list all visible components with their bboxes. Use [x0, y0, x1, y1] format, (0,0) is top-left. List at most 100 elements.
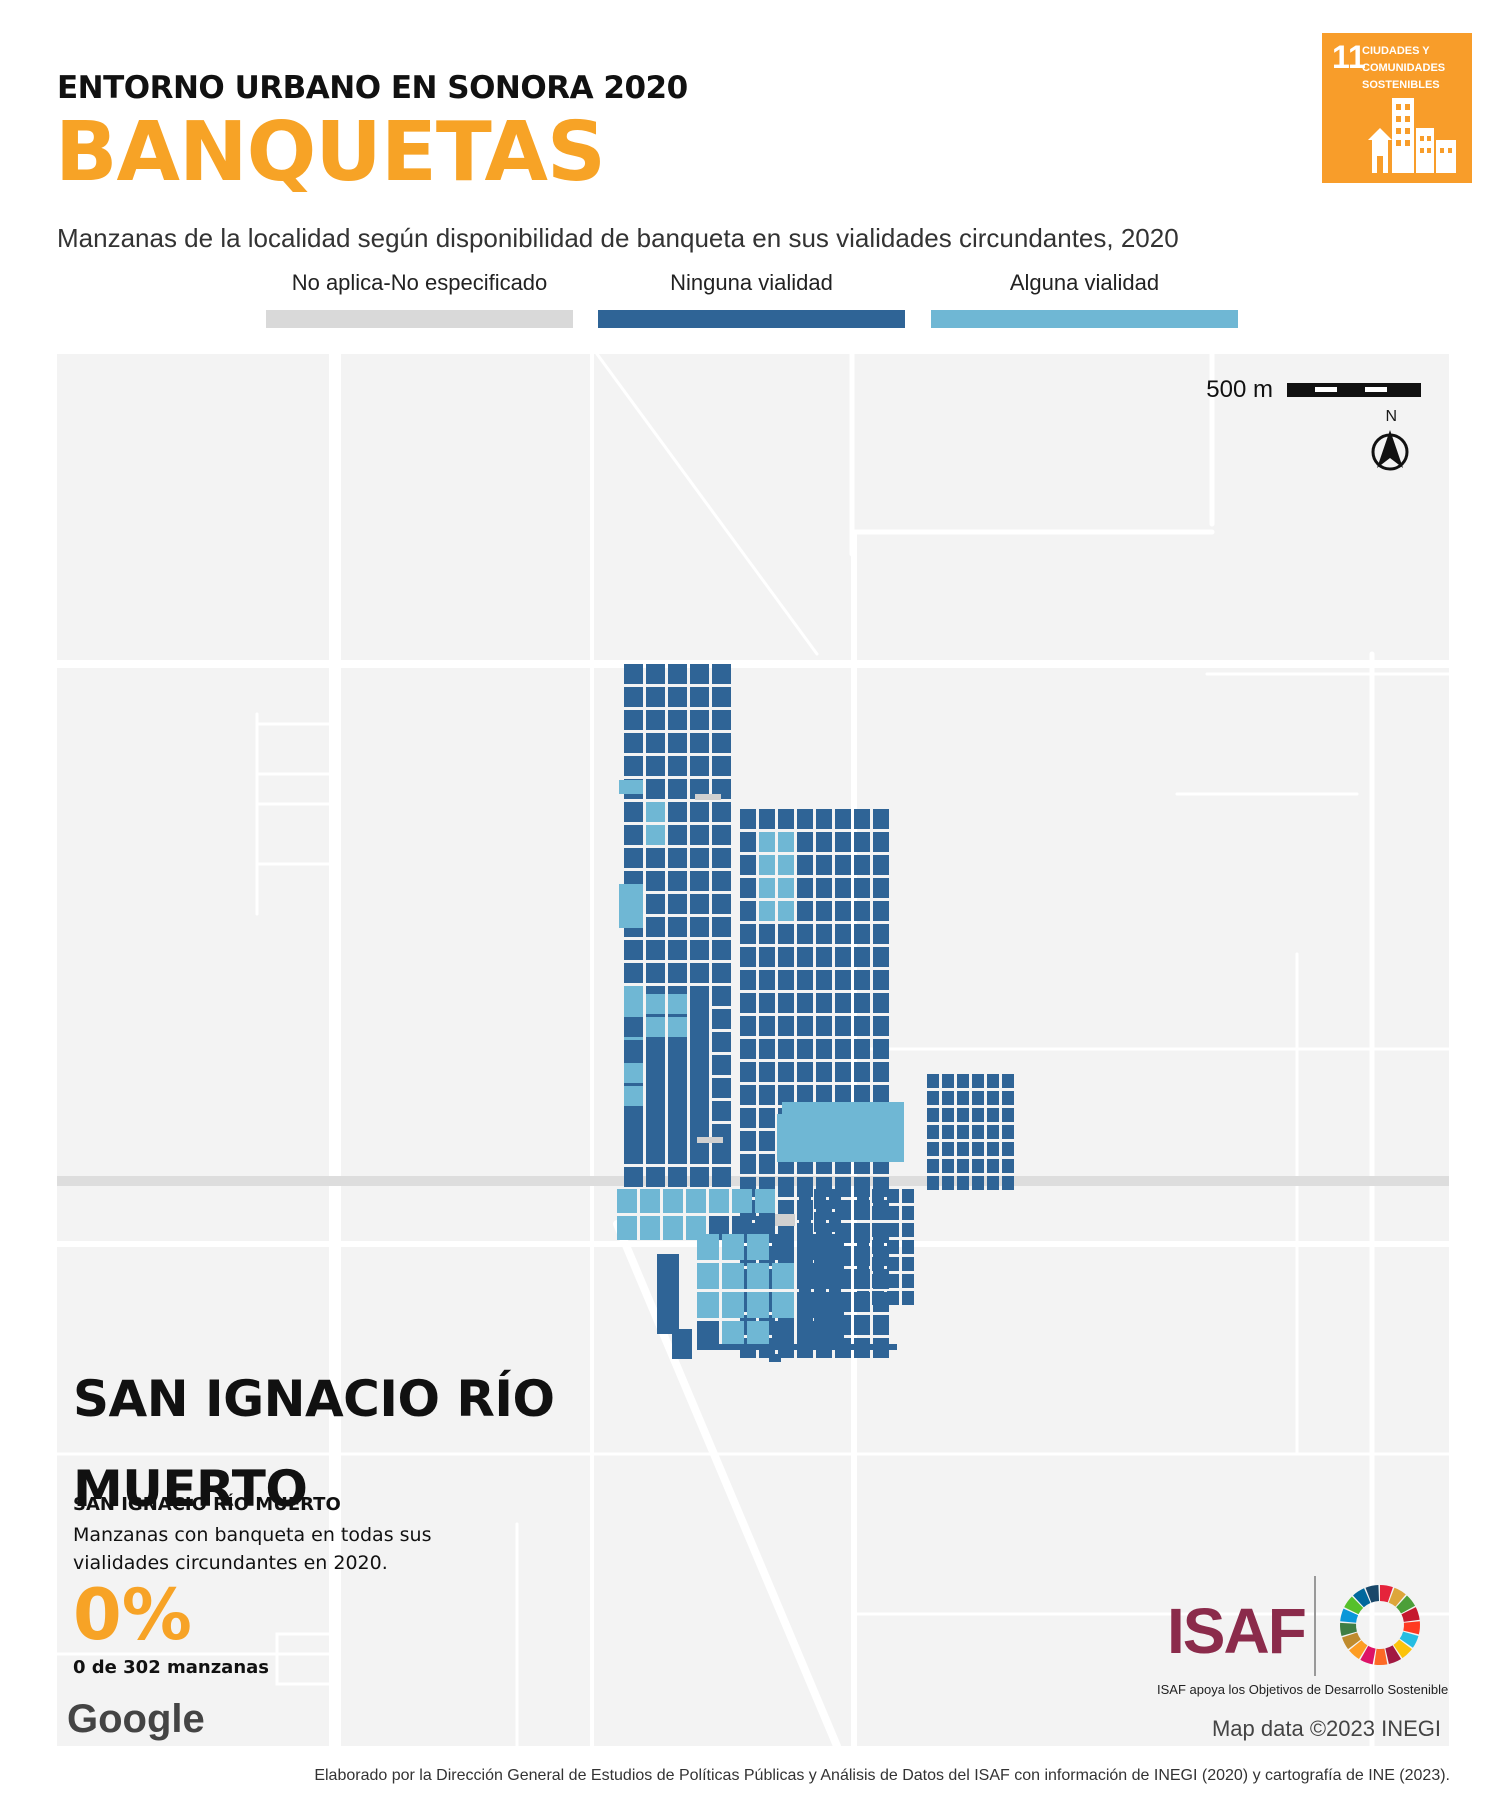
city-block [646, 871, 665, 891]
city-block [987, 1091, 999, 1105]
page-title: BANQUETAS [55, 105, 606, 200]
city-block [772, 1234, 794, 1260]
locality-description: Manzanas con banqueta en todas sus viali… [73, 1524, 432, 1574]
city-block [646, 994, 665, 1014]
map-base [57, 354, 1449, 1746]
city-block [778, 1177, 794, 1197]
city-block [668, 1017, 687, 1037]
city-block [816, 809, 832, 829]
city-block [927, 1176, 939, 1190]
city-block [646, 664, 665, 684]
city-block [624, 1132, 643, 1152]
city-block [697, 1263, 719, 1289]
city-block [668, 1040, 687, 1060]
city-block [927, 1142, 939, 1156]
city-block [887, 1240, 899, 1254]
city-block [690, 1040, 709, 1060]
city-block [873, 970, 889, 990]
city-block [668, 871, 687, 891]
city-block [854, 1062, 870, 1082]
city-block [624, 1017, 643, 1037]
city-block [712, 1078, 731, 1098]
city-block [854, 993, 870, 1013]
sdg-wheel-segment [1341, 1632, 1361, 1650]
city-block [927, 1108, 939, 1122]
city-block [927, 1074, 939, 1088]
city-block [873, 1085, 889, 1105]
city-block [759, 1016, 775, 1036]
city-block [816, 1039, 832, 1059]
city-block [778, 809, 794, 829]
city-block [814, 1258, 826, 1278]
city-block [759, 1131, 775, 1151]
city-block [690, 894, 709, 914]
city-block [872, 1240, 884, 1254]
sdg-wheel-segment [1349, 1640, 1368, 1660]
city-block [887, 1291, 899, 1305]
city-block [1002, 1159, 1014, 1173]
city-block [646, 963, 665, 983]
city-block [814, 1189, 826, 1209]
city-block [873, 1315, 889, 1335]
city-block [799, 1258, 811, 1278]
city-block [769, 1354, 781, 1362]
city-block [902, 1223, 914, 1237]
city-block [873, 993, 889, 1013]
city-block [872, 1291, 884, 1305]
city-block [624, 664, 643, 684]
city-block [797, 809, 813, 829]
city-block [797, 901, 813, 921]
city-block [690, 848, 709, 868]
city-block [854, 855, 870, 875]
city-block [646, 917, 665, 937]
city-block [755, 1189, 775, 1213]
city-block [778, 1039, 794, 1059]
city-block [1002, 1074, 1014, 1088]
locality-title: SAN IGNACIO RÍO MUERTO [73, 1370, 555, 1518]
city-block [712, 825, 731, 845]
city-block [987, 1108, 999, 1122]
city-block [646, 710, 665, 730]
city-block [873, 878, 889, 898]
legend-swatch [266, 310, 573, 328]
city-block [690, 994, 709, 1014]
city-block [854, 947, 870, 967]
city-block [646, 1167, 665, 1187]
city-block [854, 924, 870, 944]
city-block [759, 970, 775, 990]
city-block [747, 1263, 769, 1289]
city-block [690, 917, 709, 937]
city-block [740, 1016, 756, 1036]
map-canvas[interactable]: 500 m N SAN IGNACIO RÍO MUERTO SAN IGNAC… [57, 354, 1449, 1746]
city-block [957, 1159, 969, 1173]
city-block [797, 1062, 813, 1082]
city-block [759, 901, 775, 921]
sdg-wheel-segment [1353, 1588, 1371, 1608]
sdg-wheel-segment [1374, 1648, 1388, 1665]
city-block [663, 1216, 683, 1240]
google-logo: Google [67, 1697, 205, 1741]
city-block [854, 901, 870, 921]
city-block [772, 1321, 794, 1347]
city-block [942, 1074, 954, 1088]
city-block [624, 963, 643, 983]
city-block [668, 825, 687, 845]
sdg-wheel-segment [1399, 1631, 1419, 1648]
sdg-wheel-segment [1388, 1587, 1406, 1607]
city-block [987, 1176, 999, 1190]
city-block [887, 1223, 899, 1237]
city-block [942, 1125, 954, 1139]
city-block [740, 1062, 756, 1082]
city-block [668, 848, 687, 868]
city-block [857, 1223, 869, 1237]
city-block [668, 687, 687, 707]
city-block [797, 947, 813, 967]
city-block [624, 1167, 643, 1187]
city-block [857, 1291, 869, 1305]
map-attribution: Map data ©2023 INEGI [1211, 1716, 1441, 1741]
city-block [857, 1257, 869, 1271]
city-block [740, 809, 756, 829]
city-block [872, 1257, 884, 1271]
city-block [624, 1063, 643, 1083]
city-block [957, 1074, 969, 1088]
